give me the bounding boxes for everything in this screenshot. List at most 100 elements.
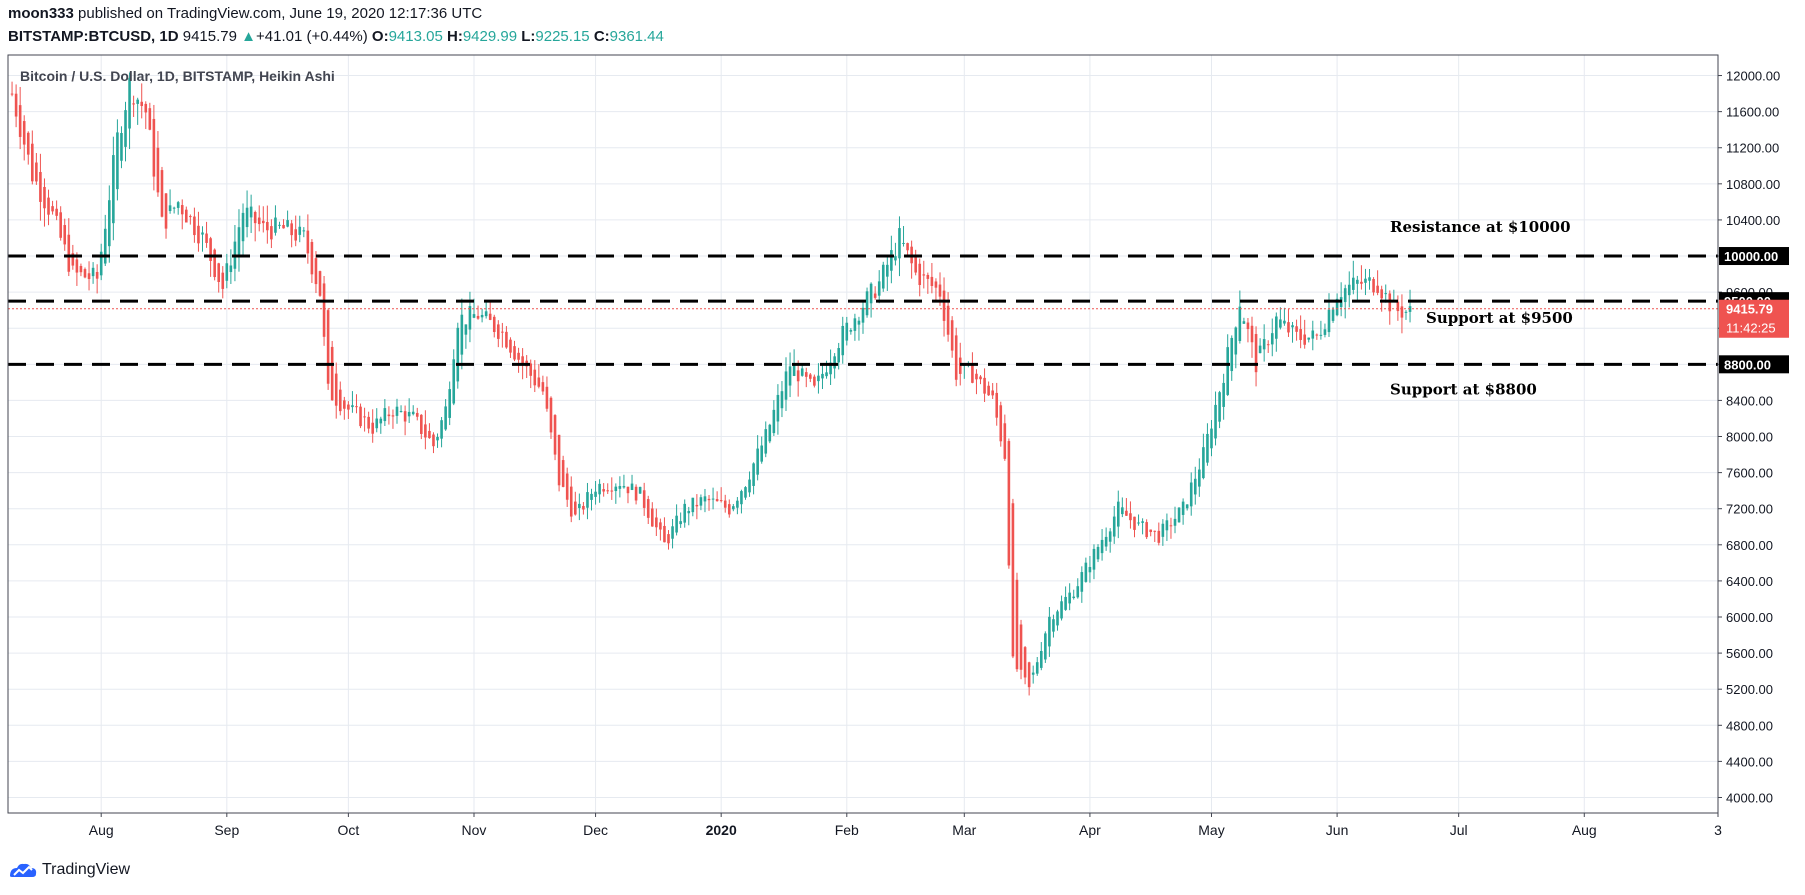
level-annotation: Support at $9500 — [1426, 309, 1573, 327]
candle-body — [415, 412, 419, 417]
y-tick-label: 11600.00 — [1726, 105, 1779, 120]
author-name[interactable]: moon333 — [8, 5, 74, 22]
candle-body — [99, 251, 103, 276]
candle-body — [1380, 289, 1383, 299]
candle-body — [800, 368, 804, 376]
candle-body — [51, 206, 54, 212]
candle-body — [371, 422, 374, 434]
candle-body — [1027, 662, 1031, 688]
candle-body — [817, 375, 820, 382]
candle-body — [1218, 392, 1221, 422]
candle-body — [1161, 523, 1165, 537]
candle-body — [1368, 277, 1371, 281]
candle-body — [1007, 441, 1011, 566]
price-levels — [8, 254, 1718, 366]
candle-body — [1039, 650, 1043, 668]
candle-body — [748, 479, 751, 493]
candle-body — [796, 370, 800, 382]
time-axis[interactable]: Aug Sep Oct Nov Dec 2020 Feb Mar Apr May Jun Jul Aug… — [89, 813, 1722, 838]
candle-body — [1165, 520, 1169, 531]
candle-body — [764, 429, 768, 454]
candle-body — [1056, 611, 1059, 626]
candle-body — [829, 362, 832, 375]
candle-body — [108, 200, 111, 247]
candle-body — [853, 318, 857, 331]
candle-body — [330, 346, 334, 401]
y-tick-label: 10400.00 — [1726, 213, 1780, 228]
y-tick-label: 6000.00 — [1726, 610, 1773, 625]
candle-body — [545, 386, 549, 409]
candle-body — [314, 258, 318, 285]
candle-body — [719, 500, 723, 502]
candle-body — [1254, 334, 1258, 373]
tradingview-logo[interactable]: TradingView — [8, 860, 130, 880]
candle-body — [67, 234, 71, 272]
candle-body — [517, 352, 520, 360]
candle-body — [189, 216, 192, 218]
candle-body — [35, 162, 38, 182]
price-axis[interactable]: 12000.00 11600.00 11200.00 10800.00 10400.00… — [1718, 69, 1789, 806]
candle-body — [326, 310, 330, 384]
candle-body — [699, 497, 703, 506]
candle-body — [338, 389, 342, 412]
candle-body — [715, 499, 719, 502]
candle-body — [152, 118, 156, 177]
candle-body — [278, 224, 281, 226]
candle-body — [95, 271, 99, 279]
candle-body — [229, 265, 233, 273]
candle-body — [1206, 433, 1209, 463]
candle-body — [906, 243, 909, 251]
candle-body — [894, 256, 897, 261]
candle-body — [707, 498, 711, 501]
low-label: L: — [521, 28, 536, 45]
candle-body — [1262, 339, 1266, 350]
candle-body — [128, 78, 131, 129]
candle-body — [946, 305, 950, 335]
candle-body — [484, 311, 488, 317]
candle-body — [180, 205, 184, 215]
candle-body — [768, 424, 772, 442]
candle-body — [375, 418, 379, 429]
candle-body — [780, 391, 784, 409]
candle-body — [1169, 525, 1173, 527]
candle-body — [890, 250, 893, 271]
candle-body — [784, 371, 788, 400]
candle-body — [501, 331, 504, 333]
candle-body — [1270, 333, 1274, 345]
candle-body — [221, 272, 225, 289]
y-tick-label: 8000.00 — [1726, 430, 1773, 445]
open-value: 9413.05 — [388, 28, 443, 45]
candle-body — [618, 486, 622, 489]
candle-body — [436, 436, 439, 441]
candle-body — [266, 221, 269, 231]
x-tick-label: Jun — [1326, 822, 1349, 838]
symbol-label: BITSTAMP:BTCUSD, 1D — [8, 28, 179, 45]
candle-body — [1404, 311, 1408, 313]
candle-body — [565, 473, 569, 500]
candle-body — [103, 228, 107, 264]
publish-info: moon333 published on TradingView.com, Ju… — [8, 5, 482, 22]
candle-body — [1303, 334, 1306, 345]
candle-body — [31, 143, 34, 182]
candle-body — [950, 320, 954, 351]
candle-body — [1060, 601, 1063, 619]
candle-body — [1384, 293, 1388, 295]
candle-body — [10, 93, 14, 95]
candle-body — [1343, 288, 1347, 303]
candle-body — [1133, 516, 1136, 530]
candle-body — [136, 99, 139, 104]
x-tick-label: Nov — [462, 822, 487, 838]
candle-body — [1181, 501, 1185, 515]
candle-body — [197, 225, 200, 244]
candle-body — [541, 382, 545, 392]
candle-body — [590, 493, 593, 500]
candle-body — [638, 486, 642, 494]
candle-body — [59, 212, 62, 238]
candle-body — [804, 372, 808, 377]
y-tick-label: 4800.00 — [1726, 718, 1773, 733]
candle-body — [1080, 572, 1084, 592]
candle-body — [792, 364, 796, 376]
y-tick-label: 7600.00 — [1726, 466, 1773, 481]
candle-body — [902, 242, 905, 244]
